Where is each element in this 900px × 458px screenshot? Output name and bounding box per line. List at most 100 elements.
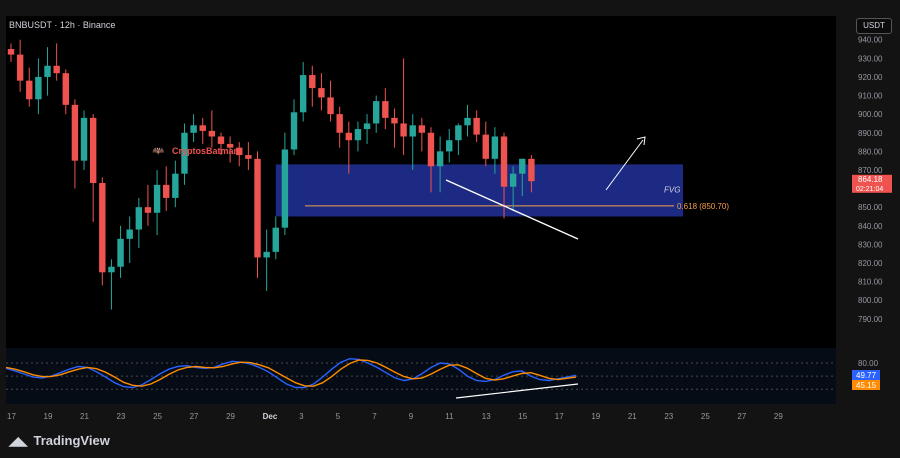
x-axis-label: 19: [591, 412, 600, 421]
price-tick-label: 870.00: [858, 166, 883, 175]
candle-body: [491, 136, 499, 159]
candle-body: [272, 227, 279, 252]
price-tick-label: 920.00: [858, 73, 883, 82]
price-tick-label: 820.00: [858, 259, 883, 268]
fvg-label: FVG: [664, 185, 680, 194]
candle-body: [427, 132, 435, 167]
tradingview-wordmark: TradingView: [33, 433, 110, 448]
fvg-zone: [275, 164, 683, 217]
candle-body: [236, 147, 243, 156]
last-price-badge: [852, 174, 892, 193]
candle-body: [345, 132, 353, 141]
candle-body: [263, 251, 270, 258]
x-axis-label: 5: [336, 412, 341, 421]
candle-body: [117, 238, 124, 267]
candle-body: [363, 123, 371, 130]
price-tick-label: 840.00: [858, 222, 883, 231]
candle-body: [163, 184, 170, 198]
candle-body: [254, 158, 261, 258]
x-axis-label: 29: [226, 412, 235, 421]
candle-body: [80, 117, 88, 161]
candle-body: [26, 80, 33, 100]
x-axis-label: 25: [701, 412, 710, 421]
candle-body: [226, 143, 234, 148]
x-axis-label: 23: [117, 412, 126, 421]
x-axis-label: Dec: [263, 412, 278, 421]
candle-body: [418, 125, 426, 133]
watermark-icon: 🦇: [152, 146, 165, 157]
tradingview-icon: ◢◣: [9, 433, 28, 448]
x-axis-label: 25: [153, 412, 162, 421]
candle-body: [62, 73, 69, 105]
currency-button[interactable]: USDT: [856, 18, 892, 34]
candle-body: [309, 75, 316, 89]
stoch-d-value: 45.15: [856, 381, 877, 390]
candle-body: [382, 101, 389, 118]
candle-body: [327, 97, 334, 115]
candle-body: [400, 123, 407, 137]
candle-body: [299, 75, 307, 113]
candle-body: [199, 125, 206, 131]
x-axis-label: 3: [299, 412, 304, 421]
x-axis-label: 13: [482, 412, 491, 421]
candle-body: [153, 184, 161, 213]
candle-body: [446, 140, 453, 152]
stoch-d-line: [5, 359, 577, 387]
stoch-tick-label: 80.00: [858, 359, 879, 368]
x-axis-label: 19: [44, 412, 53, 421]
candle-body: [473, 117, 480, 135]
candle-body: [482, 134, 489, 159]
candle-body: [409, 125, 416, 137]
x-axis-label: 17: [7, 412, 16, 421]
symbol-title: BNBUSDT · 12h · Binance: [9, 20, 116, 30]
candle-body: [16, 54, 24, 81]
price-tick-label: 790.00: [858, 315, 883, 324]
fib-label: 0.618 (850.70): [677, 202, 729, 211]
candle-body: [53, 65, 60, 74]
candle-body: [7, 49, 15, 55]
candle-body: [35, 76, 42, 100]
price-tick-label: 940.00: [858, 36, 883, 45]
candle-body: [528, 158, 535, 182]
candle-body: [172, 173, 179, 198]
x-axis-label: 21: [80, 412, 89, 421]
x-axis-label: 11: [445, 412, 454, 421]
candle-body: [455, 125, 462, 141]
price-tick-label: 800.00: [858, 296, 883, 305]
arrow-head-icon: [636, 136, 646, 146]
candle-body: [135, 207, 143, 230]
candle-body: [71, 104, 79, 161]
trend-line-down: [445, 179, 579, 240]
watermark-label: CryptosBatman: [172, 146, 239, 156]
stoch-k-line: [5, 357, 577, 389]
last-price-value: 864.18: [858, 175, 883, 184]
candle-body: [181, 132, 188, 174]
candle-body: [354, 129, 362, 141]
candle-body: [217, 136, 225, 144]
x-axis-label: 21: [628, 412, 637, 421]
candle-body: [99, 183, 106, 273]
stoch-k-value: 49.77: [856, 371, 877, 380]
price-tick-label: 810.00: [858, 278, 883, 287]
price-tick-label: 850.00: [858, 203, 883, 212]
x-axis-label: 29: [774, 412, 783, 421]
candle-body: [500, 136, 508, 187]
stoch-k-badge: [852, 370, 880, 380]
tradingview-logo[interactable]: ◢◣ TradingView: [9, 433, 110, 448]
candle-body: [108, 266, 115, 273]
candle-body: [126, 229, 133, 239]
candle-body: [519, 158, 526, 174]
candle-body: [373, 101, 380, 124]
price-tick-label: 910.00: [858, 92, 883, 101]
x-axis-label: 27: [190, 412, 199, 421]
candle-body: [290, 112, 298, 150]
x-axis-label: 17: [555, 412, 564, 421]
x-axis-label: 23: [664, 412, 673, 421]
last-price-countdown: 02:21:04: [856, 186, 883, 193]
candle-body: [44, 65, 51, 77]
price-tick-label: 900.00: [858, 110, 883, 119]
candle-body: [144, 207, 152, 213]
candle-body: [464, 117, 471, 126]
